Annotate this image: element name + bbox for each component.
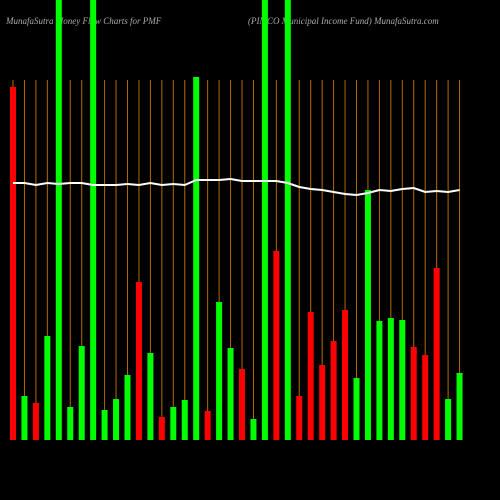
bar (158, 417, 165, 440)
bar (387, 318, 394, 440)
bar (353, 378, 360, 440)
bar (204, 411, 211, 440)
bar (307, 312, 314, 440)
bar (10, 87, 16, 440)
bar (124, 375, 131, 440)
bar (399, 320, 406, 440)
bar (445, 399, 452, 440)
bar (296, 396, 303, 440)
bar (21, 396, 28, 440)
chart-subtitle: (PIMCO Municipal Income Fund) MunafaSutr… (248, 16, 439, 26)
bar (216, 302, 223, 440)
bar (67, 407, 74, 440)
chart-title: MunafaSutra Money Flow Charts for PMF (5, 16, 162, 26)
bar (273, 251, 280, 440)
bar (433, 268, 440, 440)
money-flow-line (13, 177, 460, 197)
bar (319, 365, 326, 440)
bar (330, 341, 337, 440)
bar (32, 403, 39, 440)
bar (284, 0, 291, 440)
bar (135, 282, 142, 440)
bar (55, 0, 62, 440)
bar (44, 336, 51, 440)
bar (364, 190, 371, 440)
bar (239, 369, 245, 440)
bar (170, 407, 177, 440)
bar (342, 310, 349, 440)
bar (456, 373, 463, 440)
bar (101, 410, 108, 440)
bar (250, 419, 257, 440)
bar (422, 355, 429, 440)
bar (410, 347, 417, 440)
bar (181, 400, 188, 440)
bar (376, 321, 383, 440)
bar (147, 353, 154, 440)
bar (261, 0, 268, 440)
bar (227, 348, 234, 440)
bar (78, 346, 85, 440)
bar (193, 77, 200, 440)
bar (90, 0, 97, 440)
bar (113, 399, 120, 440)
